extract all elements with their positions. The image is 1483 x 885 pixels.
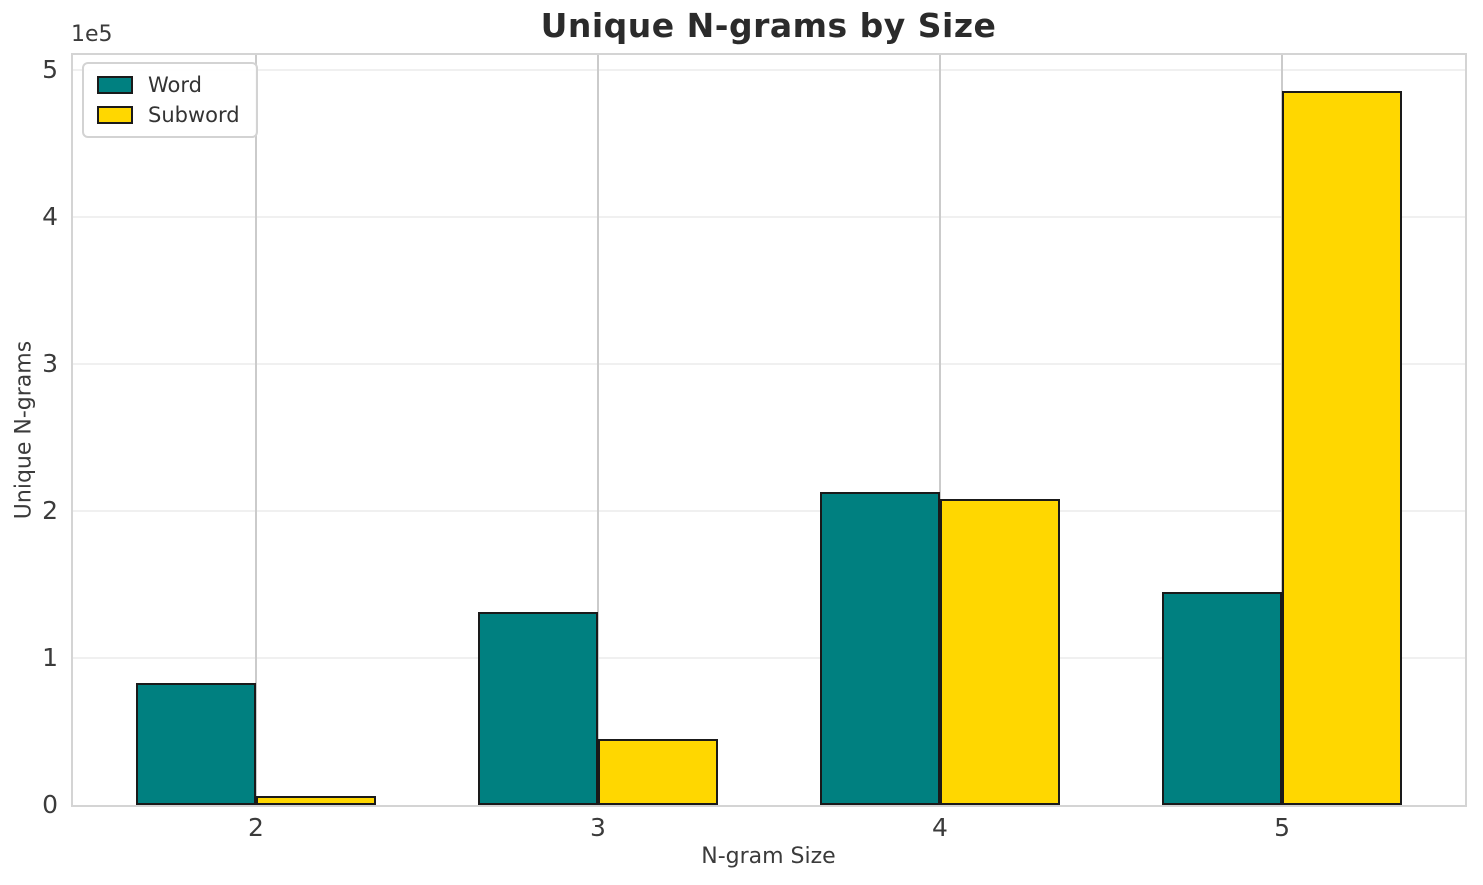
y-axis-offset-label: 1e5 [71,22,113,47]
h-gridline [73,69,1465,72]
y-tick-label: 0 [42,790,58,819]
x-tick-label: 3 [590,813,606,842]
y-tick-label: 1 [42,643,58,673]
bar-subword-4 [940,499,1060,805]
plot-area [71,53,1467,807]
legend-item-subword: Subword [97,104,240,126]
x-tick-label: 4 [932,813,948,842]
y-tick-label: 3 [42,349,58,379]
v-gridline [939,55,941,805]
bar-word-5 [1162,591,1283,805]
h-gridline [73,363,1465,366]
x-tick-label: 2 [248,813,264,842]
h-gridline [73,657,1465,660]
v-gridline [596,55,599,805]
h-gridline [73,216,1465,219]
bar-word-3 [478,612,598,805]
legend-item-word: Word [97,74,240,96]
y-tick-label: 2 [42,496,58,526]
h-gridline [73,510,1465,513]
x-axis-label: N-gram Size [701,844,836,869]
bar-subword-5 [1282,90,1402,805]
bar-word-4 [820,491,940,805]
legend-swatch-subword-icon [97,106,133,124]
v-gridline [254,55,257,805]
legend-swatch-word-icon [97,76,133,94]
bar-word-2 [136,683,256,805]
x-tick-label: 5 [1274,813,1290,842]
legend: Word Subword [82,62,258,138]
y-tick-label: 4 [42,202,58,232]
legend-label-subword: Subword [148,103,240,127]
chart-title: Unique N-grams by Size [540,6,997,45]
bar-subword-2 [255,796,376,805]
y-tick-label: 5 [42,55,58,85]
bar-subword-3 [597,738,718,805]
legend-label-word: Word [148,73,202,97]
